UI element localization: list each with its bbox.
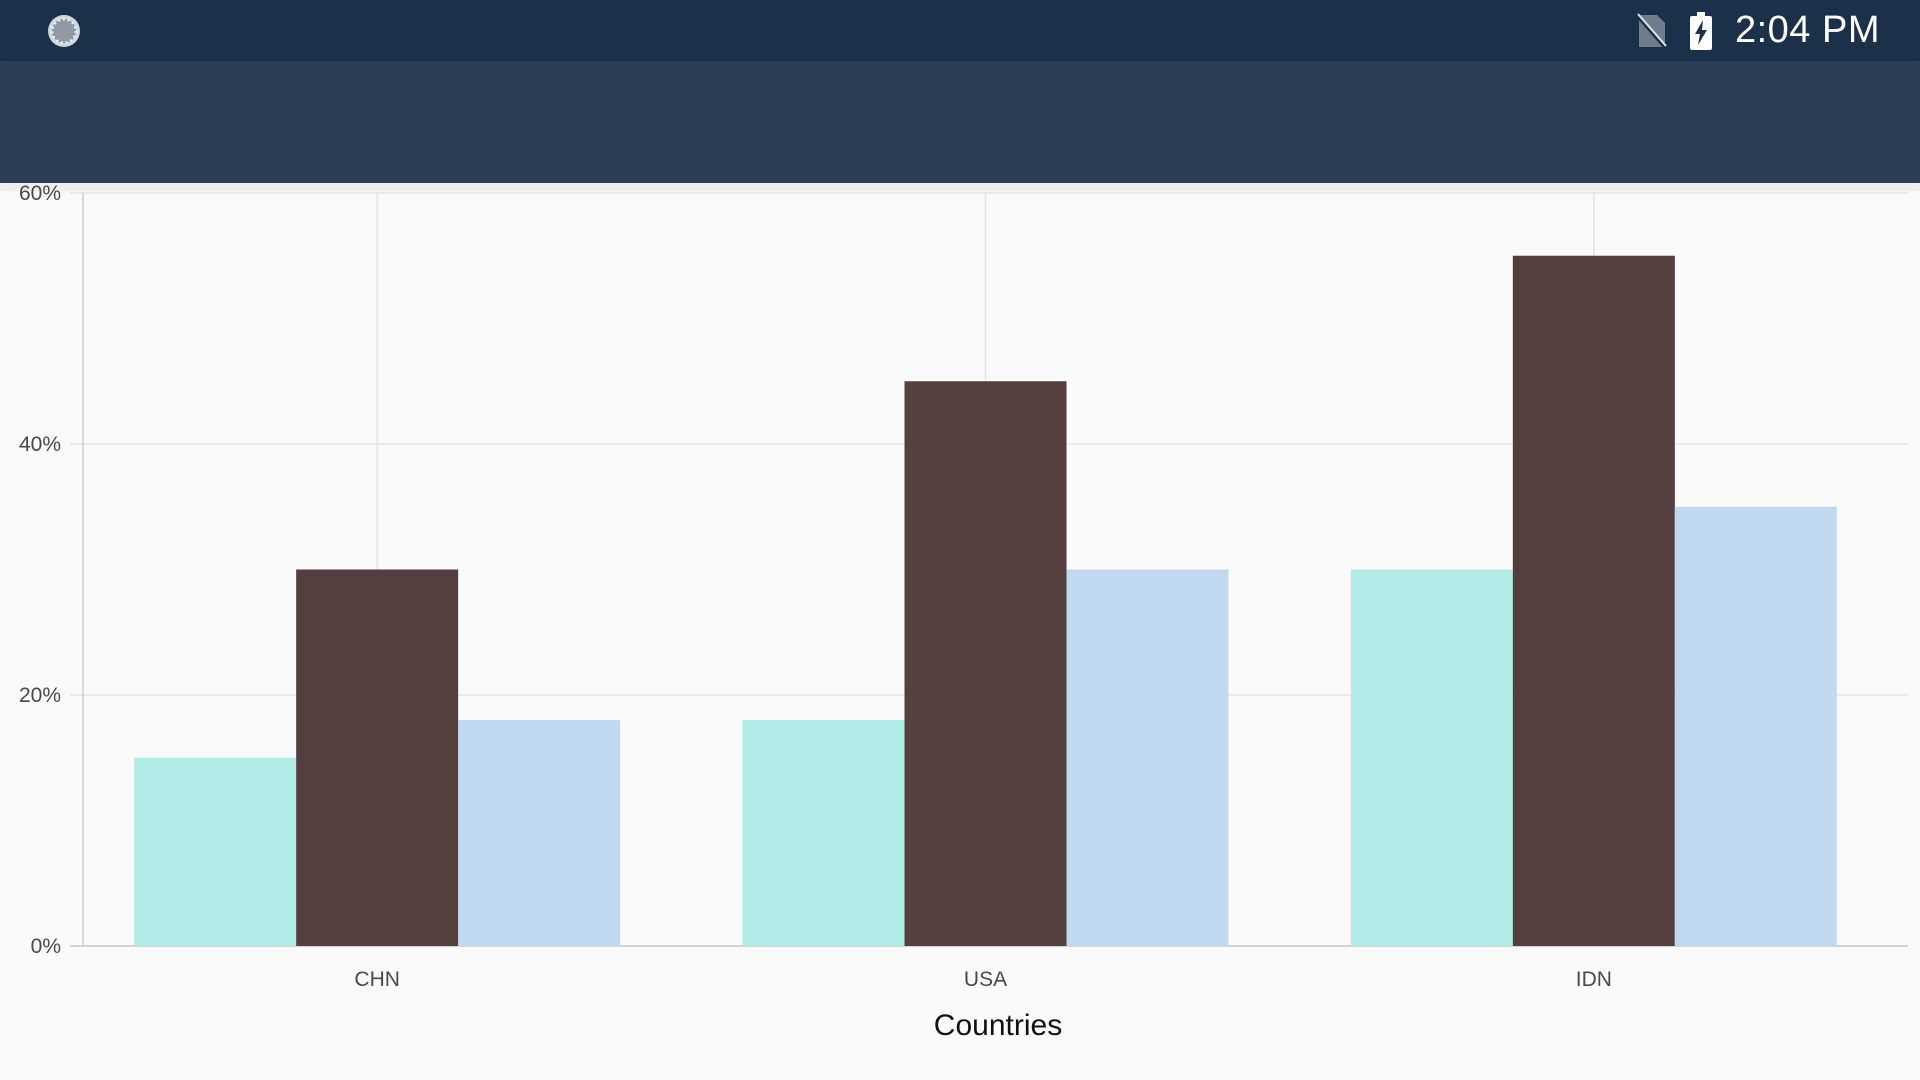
status-clock: 2:04 PM: [1734, 9, 1880, 51]
bar-chart: 0% 20% 40% 60% CHN USA IDN Countries: [0, 183, 1920, 1080]
bar-chn-series-1: [134, 757, 297, 946]
bar-chn-series-2: [296, 569, 459, 946]
chart-top-band: [0, 183, 1920, 191]
x-axis-title: Countries: [934, 1009, 1062, 1042]
bar-idn-series-3: [1674, 506, 1837, 946]
x-tick-label: IDN: [1576, 968, 1612, 991]
chart-svg: 0% 20% 40% 60% CHN USA IDN Countries: [0, 183, 1920, 1042]
battery-charging-icon: [1689, 11, 1712, 50]
y-tick-label: 60%: [19, 183, 61, 205]
y-tick-label: 20%: [19, 684, 61, 707]
no-sim-icon: [1635, 12, 1667, 48]
app-bar: [0, 61, 1920, 183]
status-bar: 2:04 PM: [0, 0, 1920, 61]
bar-idn-series-1: [1350, 569, 1513, 946]
bar-usa-series-3: [1066, 569, 1229, 946]
x-tick-label: CHN: [354, 968, 400, 991]
bar-chn-series-3: [458, 720, 621, 946]
bar-usa-series-2: [904, 381, 1067, 946]
loading-spinner-icon: [48, 15, 80, 47]
bar-idn-series-2: [1512, 255, 1675, 946]
y-tick-label: 0%: [31, 935, 61, 958]
bar-usa-series-1: [742, 720, 905, 946]
y-tick-label: 40%: [19, 433, 61, 456]
status-icons: 2:04 PM: [1635, 0, 1880, 61]
x-tick-label: USA: [964, 968, 1007, 991]
